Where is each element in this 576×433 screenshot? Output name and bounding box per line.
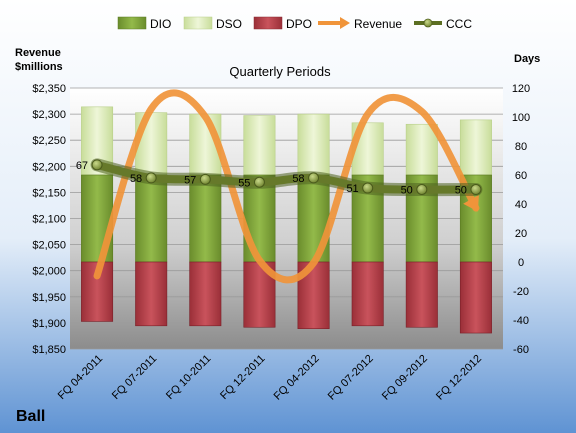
right-tick-label: -20 — [513, 286, 529, 298]
ccc-point — [145, 172, 157, 184]
left-tick-label: $2,100 — [32, 214, 66, 226]
bar-dso — [405, 123, 438, 176]
ccc-data-label: 67 — [76, 160, 88, 172]
left-axis-ticks: $1,850 $1,900 $1,950 $2,000 $2,050 $2,100 $2,1… — [32, 83, 66, 356]
ccc-series: 67 58 57 55 58 51 50 50 — [76, 158, 483, 197]
left-tick-label: $2,150 — [32, 187, 66, 199]
revenue-arrowhead — [463, 194, 479, 212]
legend-label-dso: DSO — [216, 17, 242, 31]
legend-label-ccc: CCC — [446, 17, 472, 31]
ccc-point — [470, 184, 482, 195]
bar-dpo — [189, 261, 222, 327]
bar-dso — [135, 112, 168, 176]
ccc-point — [91, 159, 103, 171]
right-tick-label: -60 — [513, 344, 529, 356]
left-axis-title-line1: Revenue — [15, 47, 61, 59]
right-tick-label: 40 — [515, 199, 527, 211]
left-tick-label: $1,850 — [32, 344, 66, 356]
legend-swatch-revenue — [318, 17, 350, 29]
legend: DIO DSO DPO Revenue CCC — [117, 16, 472, 31]
ccc-data-label: 50 — [401, 185, 413, 197]
bar-dpo — [135, 261, 168, 327]
chart-title: Quarterly Periods — [229, 64, 331, 79]
ccc-data-label: 57 — [184, 174, 196, 186]
revenue-line — [93, 89, 480, 284]
legend-swatch-dso — [183, 16, 213, 30]
bar-dso — [243, 115, 276, 176]
right-axis-ticks: -60 -40 -20 0 20 40 60 80 100 120 — [512, 83, 530, 356]
ccc-data-label: 58 — [130, 173, 142, 185]
bar-dpo — [405, 261, 438, 328]
ccc-data-label: 55 — [238, 177, 250, 189]
ccc-point — [253, 176, 265, 188]
legend-swatch-dpo — [253, 16, 283, 30]
bar-dpo — [351, 261, 384, 327]
right-tick-label: 20 — [515, 228, 527, 240]
left-tick-label: $2,300 — [32, 109, 66, 121]
legend-label-dpo: DPO — [286, 17, 312, 31]
right-tick-label: -40 — [513, 315, 529, 327]
left-tick-label: $2,050 — [32, 240, 66, 252]
right-axis-title: Days — [514, 53, 540, 65]
bar-dso — [459, 119, 492, 176]
legend-swatch-dio — [117, 16, 147, 30]
left-axis-title-line2: $millions — [15, 61, 63, 73]
ccc-point — [308, 172, 320, 184]
ccc-data-label: 58 — [292, 173, 304, 185]
left-tick-label: $2,250 — [32, 135, 66, 147]
right-tick-label: 0 — [518, 257, 524, 269]
legend-label-revenue: Revenue — [354, 17, 402, 31]
ccc-point — [199, 173, 211, 185]
left-tick-label: $2,200 — [32, 161, 66, 173]
bar-dio — [189, 174, 222, 263]
bar-dpo — [459, 261, 492, 334]
right-tick-label: 80 — [515, 141, 527, 153]
ccc-point — [416, 184, 428, 195]
bar-dso — [297, 113, 330, 176]
revenue-series — [93, 89, 480, 284]
company-name: Ball — [16, 408, 45, 425]
ccc-data-label: 50 — [455, 185, 467, 197]
left-tick-label: $1,900 — [32, 318, 66, 330]
bar-dio — [135, 174, 168, 263]
right-tick-label: 100 — [512, 112, 530, 124]
legend-label-dio: DIO — [150, 17, 171, 31]
ccc-data-label: 51 — [346, 183, 358, 195]
left-tick-label: $1,950 — [32, 292, 66, 304]
left-tick-label: $2,000 — [32, 266, 66, 278]
legend-swatch-ccc — [414, 18, 442, 28]
ccc-point — [362, 182, 374, 194]
right-tick-label: 60 — [515, 170, 527, 182]
left-tick-label: $2,350 — [32, 83, 66, 95]
right-tick-label: 120 — [512, 83, 530, 95]
